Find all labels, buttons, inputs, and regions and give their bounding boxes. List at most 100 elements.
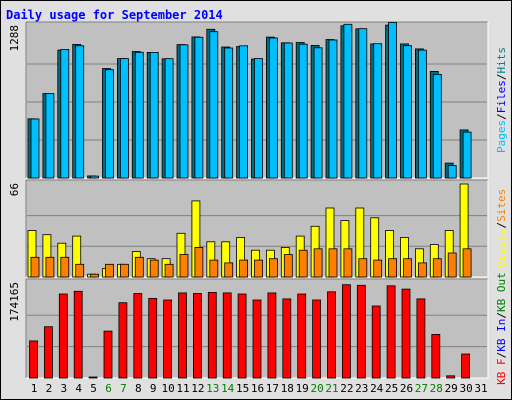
bar-sites — [432, 258, 442, 278]
bar-sites — [313, 248, 323, 278]
day-tick-label: 23 — [355, 382, 368, 395]
bar-pages — [90, 175, 99, 179]
bar-sites — [194, 246, 204, 278]
bar-pages — [209, 31, 219, 179]
bar-sites — [373, 259, 383, 278]
bar-pages — [149, 52, 159, 179]
bar-kb-f — [178, 292, 187, 379]
bar-sites — [30, 256, 40, 278]
axis-label-part: / — [495, 352, 508, 359]
bar-kb-f — [163, 299, 173, 379]
bar-kb-f — [371, 305, 381, 379]
bar-pages — [194, 36, 204, 179]
bar-sites — [403, 258, 412, 278]
bar-sites — [164, 263, 174, 278]
bar-kb-f — [312, 299, 322, 379]
bar-pages — [313, 47, 323, 179]
day-tick-label: 18 — [281, 382, 294, 395]
bar-sites — [224, 262, 234, 278]
bar-sites — [90, 273, 99, 278]
day-tick-label: 11 — [176, 382, 189, 395]
bar-kb-f — [73, 290, 83, 379]
bar-sites — [343, 248, 353, 278]
axis-label-part: KB In — [495, 319, 508, 352]
bar-sites — [462, 248, 472, 278]
bar-pages — [358, 28, 368, 179]
day-tick-label: 24 — [370, 382, 384, 395]
chart-title: Daily usage for September 2014 — [6, 8, 223, 22]
bar-pages — [462, 131, 472, 179]
day-tick-label: 27 — [415, 382, 428, 395]
panel-bottom-max-label: 174165 — [8, 282, 21, 322]
axis-label-part: / — [495, 312, 508, 319]
bar-sites — [388, 258, 398, 278]
bar-kb-f — [118, 302, 128, 379]
bar-kb-f — [401, 288, 411, 379]
day-tick-label: 13 — [206, 382, 219, 395]
bar-kb-f — [267, 292, 277, 379]
axis-label-part: Pages — [495, 120, 508, 153]
day-tick-label: 31 — [474, 382, 487, 395]
bar-pages — [254, 58, 263, 179]
bar-pages — [60, 49, 70, 179]
panel-middle-max-label: 66 — [8, 183, 21, 196]
bar-kb-f — [461, 353, 471, 379]
bar-pages — [403, 45, 412, 179]
bar-kb-f — [222, 292, 232, 379]
day-tick-label: 21 — [325, 382, 338, 395]
bar-pages — [120, 58, 129, 179]
bar-pages — [134, 51, 144, 179]
day-tick-label: 20 — [310, 382, 323, 395]
bar-sites — [417, 262, 427, 278]
bar-sites — [268, 258, 278, 278]
day-tick-label: 14 — [221, 382, 235, 395]
bar-kb-f — [431, 333, 441, 379]
axis-label-part: Files — [495, 80, 508, 113]
bar-pages — [105, 69, 114, 179]
panel-middle-axis-label: Visits/Sites — [495, 189, 508, 269]
day-tick-label: 22 — [340, 382, 353, 395]
bar-kb-f — [207, 291, 217, 379]
bar-pages — [328, 39, 338, 179]
day-tick-label: 3 — [60, 382, 67, 395]
bar-kb-f — [386, 285, 396, 379]
axis-label-part: KB Out — [495, 272, 508, 312]
bar-pages — [45, 93, 55, 179]
bar-kb-f — [416, 298, 426, 379]
axis-label-part: Hits — [495, 47, 508, 74]
bar-sites — [209, 259, 219, 278]
axis-label-part: KB F — [495, 358, 508, 385]
bar-pages — [224, 47, 234, 179]
bar-kb-f — [88, 376, 98, 379]
bar-kb-f — [58, 293, 68, 379]
day-tick-label: 28 — [430, 382, 443, 395]
bar-sites — [105, 263, 114, 278]
day-tick-label: 1 — [31, 382, 38, 395]
bar-pages — [239, 45, 249, 179]
bar-sites — [45, 256, 55, 278]
day-tick-label: 26 — [400, 382, 413, 395]
bar-kb-f — [341, 284, 351, 379]
bar-sites — [298, 249, 308, 278]
bar-kb-f — [446, 375, 456, 379]
bar-pages — [417, 49, 427, 179]
day-tick-label: 12 — [191, 382, 204, 395]
bar-sites — [283, 254, 293, 278]
day-tick-label: 10 — [161, 382, 174, 395]
bar-pages — [179, 44, 189, 179]
bar-sites — [328, 248, 338, 278]
bar-kb-f — [148, 297, 158, 379]
bar-pages — [432, 74, 442, 179]
axis-label-part: Sites — [495, 189, 508, 222]
day-tick-label: 9 — [150, 382, 157, 395]
bar-kb-f — [237, 293, 247, 379]
panel-bottom-axis-label: KB F/KB In/KB Out — [495, 272, 508, 385]
bar-kb-f — [252, 299, 262, 379]
bar-pages — [268, 37, 278, 179]
day-tick-label: 7 — [120, 382, 127, 395]
bar-pages — [75, 45, 85, 179]
bar-pages — [373, 43, 383, 179]
day-tick-label: 4 — [75, 382, 82, 395]
panel-top-axis-label: Pages/Files/Hits — [495, 47, 508, 153]
